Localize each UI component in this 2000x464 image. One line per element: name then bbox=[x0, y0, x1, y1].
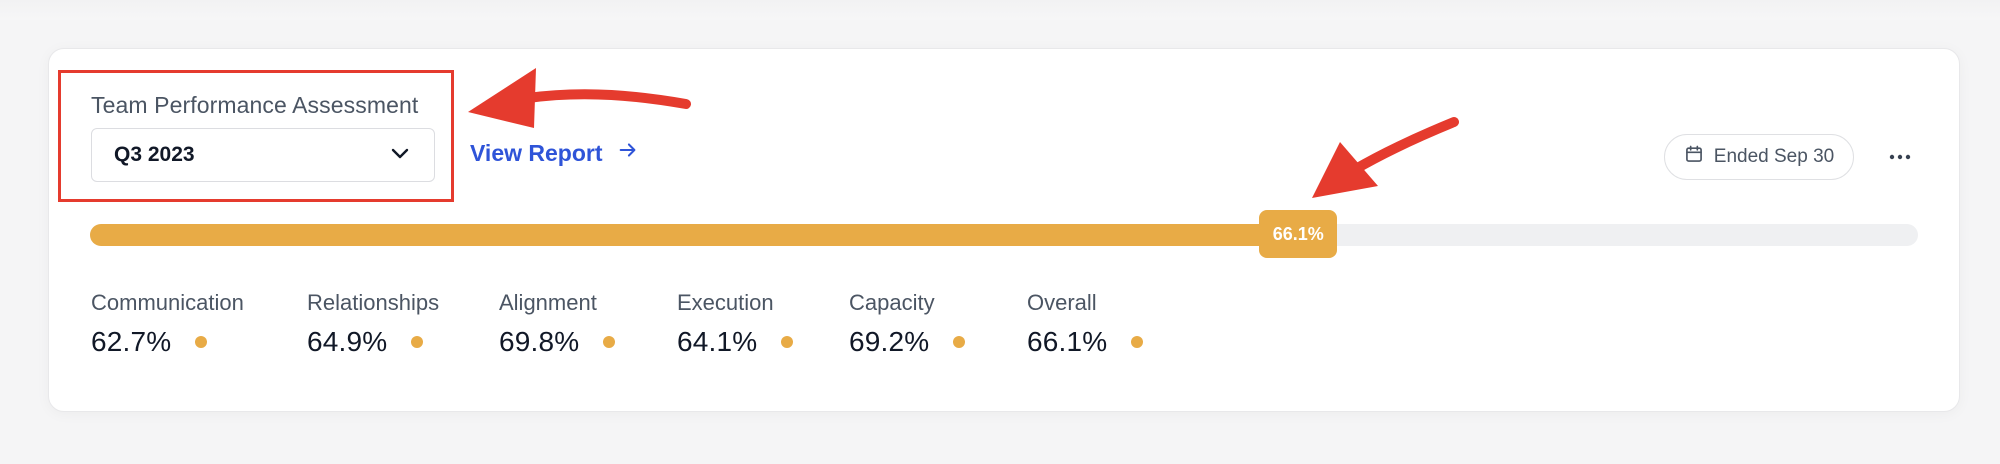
view-report-label: View Report bbox=[470, 139, 603, 166]
metric-overall: Overall 66.1% bbox=[1027, 290, 1187, 358]
ended-date-badge: Ended Sep 30 bbox=[1664, 134, 1854, 180]
quarter-select[interactable]: Q3 2023 bbox=[91, 128, 435, 182]
arrow-right-icon bbox=[617, 139, 639, 167]
metric-label: Capacity bbox=[849, 290, 935, 315]
assessment-label: Team Performance Assessment bbox=[91, 92, 419, 118]
view-report-link[interactable]: View Report bbox=[470, 136, 639, 170]
metric-alignment: Alignment 69.8% bbox=[499, 290, 677, 358]
metric-label: Communication bbox=[91, 290, 244, 315]
status-dot bbox=[781, 336, 794, 348]
more-options-button[interactable] bbox=[1878, 140, 1922, 174]
metric-value: 62.7% bbox=[91, 326, 172, 357]
metric-capacity: Capacity 69.2% bbox=[849, 290, 1027, 358]
metric-label: Execution bbox=[677, 290, 774, 315]
quarter-select-value: Q3 2023 bbox=[114, 143, 195, 166]
metric-value: 64.1% bbox=[677, 326, 758, 357]
ended-date-label: Ended Sep 30 bbox=[1713, 146, 1835, 167]
metric-communication: Communication 62.7% bbox=[91, 290, 307, 358]
metric-relationships: Relationships 64.9% bbox=[307, 290, 499, 358]
calendar-icon bbox=[1684, 144, 1704, 170]
annotation-highlight-box bbox=[58, 70, 454, 202]
chevron-down-icon bbox=[388, 141, 412, 170]
status-dot bbox=[411, 336, 424, 348]
status-dot bbox=[1131, 336, 1144, 348]
more-horizontal-icon bbox=[1888, 148, 1912, 166]
metric-execution: Execution 64.1% bbox=[677, 290, 849, 358]
status-dot bbox=[195, 336, 208, 348]
status-dot bbox=[953, 336, 966, 348]
metrics-row: Communication 62.7% Relationships 64.9% … bbox=[91, 290, 1187, 358]
progress-value-badge: 66.1% bbox=[1259, 210, 1338, 258]
metric-value: 69.2% bbox=[849, 326, 930, 357]
metric-label: Overall bbox=[1027, 290, 1097, 315]
progress-fill bbox=[90, 224, 1299, 246]
metric-value: 66.1% bbox=[1027, 326, 1108, 357]
metric-label: Alignment bbox=[499, 290, 597, 315]
top-strip bbox=[0, 0, 2000, 20]
metric-value: 64.9% bbox=[307, 326, 388, 357]
metric-label: Relationships bbox=[307, 290, 440, 315]
status-dot bbox=[603, 336, 616, 348]
metric-value: 69.8% bbox=[499, 326, 580, 357]
progress-track: 66.1% bbox=[90, 210, 1918, 258]
